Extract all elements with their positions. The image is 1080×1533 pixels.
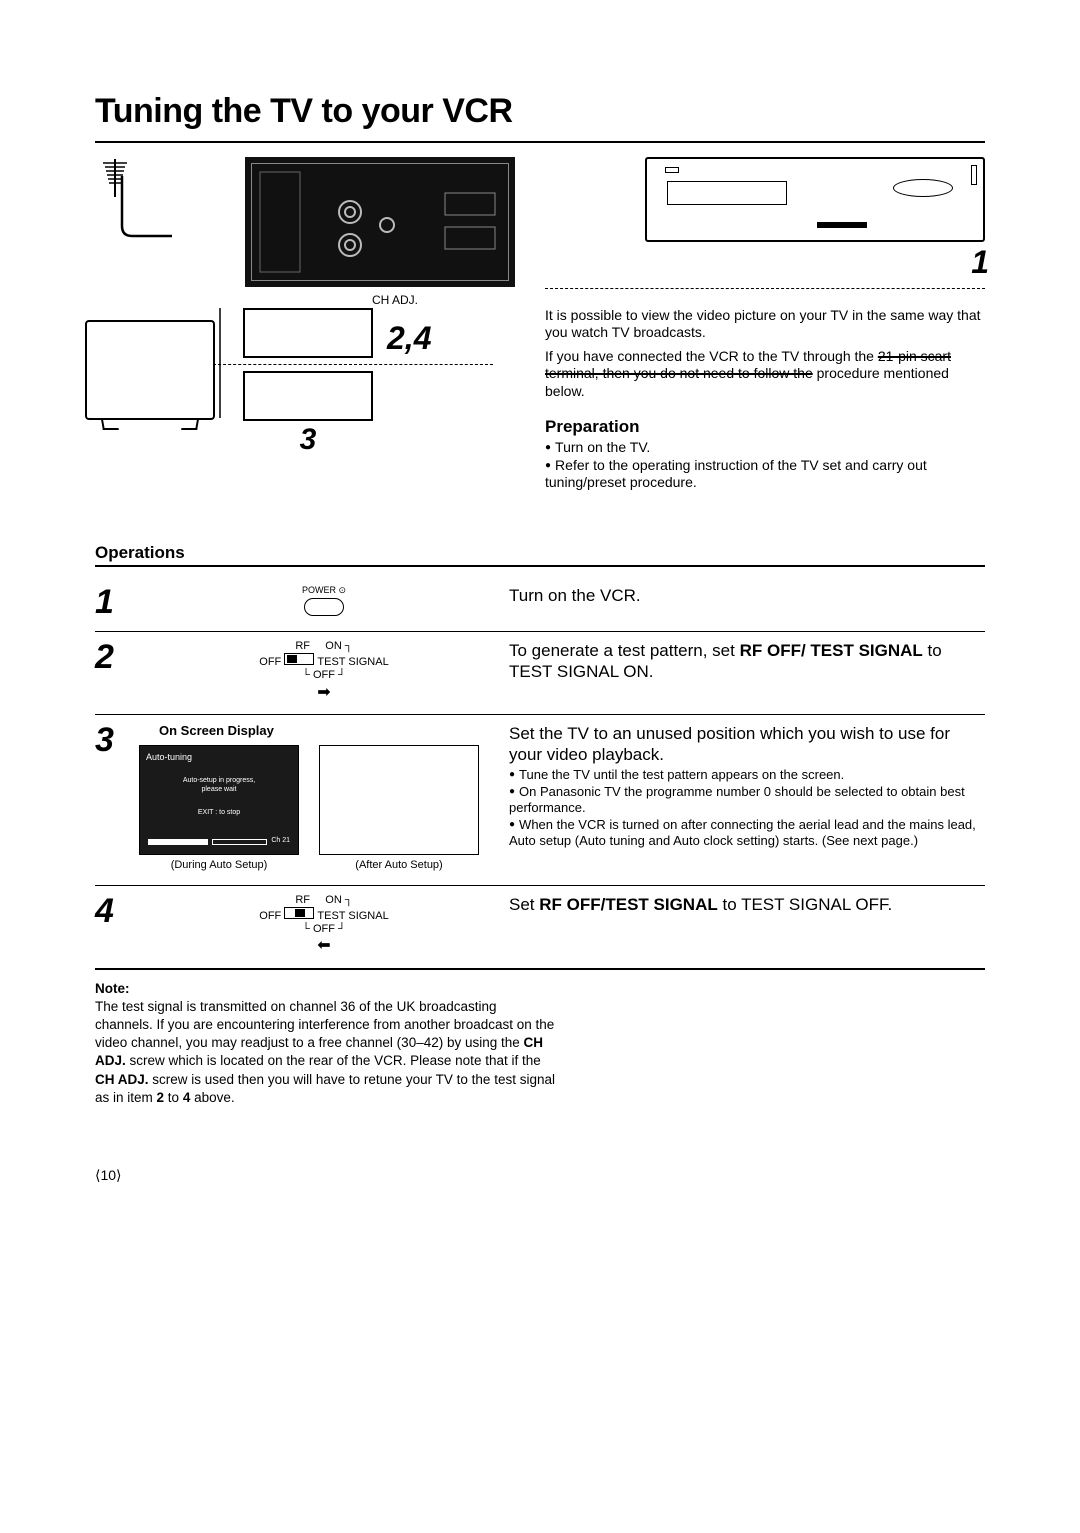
- dashed-separator-top: [213, 364, 493, 365]
- bignum-1: 1: [971, 242, 989, 282]
- operations-heading: Operations: [95, 542, 985, 563]
- preparation-heading: Preparation: [545, 416, 985, 437]
- intro-p2: If you have connected the VCR to the TV …: [545, 348, 985, 401]
- step-row-3: 3 On Screen Display Auto-tuning Auto-set…: [95, 715, 985, 886]
- note-body: The test signal is transmitted on channe…: [95, 999, 555, 1105]
- prep-item-1: Turn on the TV.: [545, 439, 985, 457]
- osd-during: Auto-tuning Auto-setup in progress, plea…: [139, 745, 299, 855]
- rf-switch-diagram-off: RF ON ┐ OFF TEST SIGNAL └ OFF ┘ ⬅: [259, 894, 388, 956]
- osd-during-caption: (During Auto Setup): [139, 859, 299, 873]
- switch-diagram-top: [243, 308, 373, 358]
- step-row-2: 2 RF ON ┐ OFF TEST SIGNAL └ OFF ┘ ➡ To g…: [95, 632, 985, 715]
- note-heading: Note:: [95, 981, 130, 996]
- step3-bullet-3: When the VCR is turned on after connecti…: [509, 817, 985, 850]
- top-diagrams-row: CH ADJ. 2,4: [95, 157, 985, 492]
- step1-text: Turn on the VCR.: [509, 585, 985, 619]
- top-right-col: 1 It is possible to view the video pictu…: [545, 157, 985, 492]
- vcr-rear-panel-diagram: [245, 157, 515, 287]
- vcr-front-diagram: [645, 157, 985, 242]
- step-num-2: 2: [95, 640, 139, 702]
- step-row-1: 1 POWER ⊙ Turn on the VCR.: [95, 577, 985, 632]
- osd-heading: On Screen Display: [139, 723, 509, 739]
- step-num-4: 4: [95, 894, 139, 956]
- osd-container: Auto-tuning Auto-setup in progress, plea…: [139, 745, 509, 873]
- dashed-separator-right: [545, 288, 985, 289]
- step3-bullet-1: Tune the TV until the test pattern appea…: [509, 767, 985, 784]
- step-num-3: 3: [95, 723, 139, 873]
- prep-item-2: Refer to the operating instruction of th…: [545, 457, 985, 492]
- intro-text: It is possible to view the video picture…: [545, 307, 985, 407]
- step-row-4: 4 RF ON ┐ OFF TEST SIGNAL └ OFF ┘ ⬅ Set …: [95, 886, 985, 968]
- note-section: Note: The test signal is transmitted on …: [95, 968, 985, 1108]
- operations-rule: [95, 565, 985, 567]
- step3-text: Set the TV to an unused position which y…: [509, 723, 985, 873]
- bignum-24: 2,4: [387, 318, 431, 358]
- page-number: ⟨10⟩: [95, 1167, 985, 1185]
- switch-diagram-bottom: [243, 371, 373, 421]
- osd-after: [319, 745, 479, 855]
- power-button-diagram: POWER ⊙: [302, 585, 346, 616]
- step-num-1: 1: [95, 585, 139, 619]
- rf-switch-diagram-on: RF ON ┐ OFF TEST SIGNAL └ OFF ┘ ➡: [259, 640, 388, 702]
- bignum-3: 3: [300, 423, 317, 456]
- preparation-list: Turn on the TV. Refer to the operating i…: [545, 439, 985, 492]
- top-left-col: CH ADJ. 2,4: [95, 157, 515, 492]
- osd-after-caption: (After Auto Setup): [319, 859, 479, 873]
- step2-text: To generate a test pattern, set RF OFF/ …: [509, 640, 985, 702]
- page-title: Tuning the TV to your VCR: [95, 90, 985, 133]
- step4-text: Set RF OFF/TEST SIGNAL to TEST SIGNAL OF…: [509, 894, 985, 956]
- step3-bullet-2: On Panasonic TV the programme number 0 s…: [509, 784, 985, 817]
- intro-p1: It is possible to view the video picture…: [545, 307, 985, 342]
- title-rule: [95, 141, 985, 143]
- tv-icon: [85, 320, 215, 420]
